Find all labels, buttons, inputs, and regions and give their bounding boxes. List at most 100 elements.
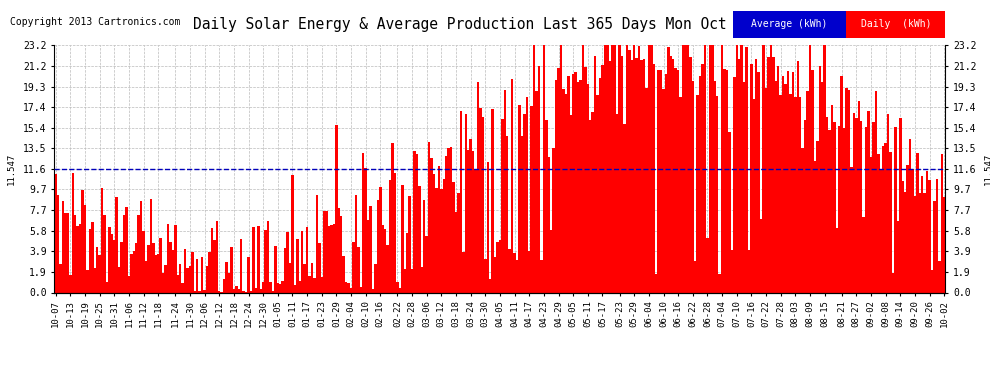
Bar [235, 286, 238, 292]
Bar [589, 120, 591, 292]
Bar [416, 154, 418, 292]
Bar [223, 279, 226, 292]
Bar [596, 94, 599, 292]
Bar [340, 216, 343, 292]
Bar [166, 224, 169, 292]
Bar [248, 257, 249, 292]
Bar [313, 278, 316, 292]
Bar [269, 282, 271, 292]
Bar [638, 46, 641, 292]
Bar [426, 236, 428, 292]
Bar [852, 113, 855, 292]
Bar [213, 240, 216, 292]
Bar [484, 260, 486, 292]
Bar [936, 179, 939, 292]
Bar [650, 42, 652, 292]
Bar [792, 72, 794, 292]
Bar [291, 175, 294, 292]
Bar [696, 95, 699, 292]
Bar [354, 195, 357, 292]
Bar [501, 119, 504, 292]
Bar [477, 82, 479, 292]
Bar [839, 126, 841, 292]
Bar [940, 154, 943, 292]
Bar [130, 254, 133, 292]
Bar [660, 70, 662, 292]
Bar [714, 81, 716, 292]
Bar [528, 251, 531, 292]
Bar [689, 57, 692, 292]
Bar [694, 261, 696, 292]
Bar [552, 148, 554, 292]
Bar [614, 42, 616, 292]
Bar [249, 291, 252, 292]
Bar [767, 57, 769, 292]
Bar [899, 118, 902, 292]
Bar [601, 65, 604, 292]
Bar [897, 221, 899, 292]
Bar [81, 190, 84, 292]
Bar [729, 132, 731, 292]
Bar [161, 273, 164, 292]
Bar [301, 231, 304, 292]
Bar [860, 122, 862, 292]
Bar [550, 230, 552, 292]
Bar [441, 189, 443, 292]
Bar [687, 44, 689, 292]
Bar [704, 42, 706, 292]
Bar [386, 245, 389, 292]
Bar [579, 80, 582, 292]
Bar [367, 220, 369, 292]
Bar [645, 88, 647, 292]
Bar [677, 70, 679, 292]
Bar [577, 82, 579, 292]
Bar [511, 79, 514, 292]
Bar [887, 114, 889, 292]
Bar [184, 249, 186, 292]
Bar [682, 42, 684, 292]
Bar [254, 288, 257, 292]
Bar [789, 94, 792, 292]
Bar [674, 68, 677, 292]
Bar [74, 215, 76, 292]
Bar [376, 200, 379, 292]
Bar [619, 42, 621, 292]
Bar [347, 284, 349, 292]
Text: 11.547: 11.547 [984, 153, 990, 186]
Bar [624, 124, 626, 292]
Bar [816, 141, 819, 292]
Bar [374, 264, 376, 292]
Bar [91, 222, 93, 292]
Bar [331, 225, 333, 292]
Bar [336, 125, 338, 292]
Bar [148, 244, 149, 292]
Bar [452, 182, 454, 292]
Bar [279, 284, 281, 292]
Bar [394, 173, 396, 292]
Bar [103, 214, 106, 292]
Bar [145, 261, 148, 292]
Bar [562, 89, 564, 292]
Bar [243, 291, 245, 292]
Bar [71, 173, 74, 292]
Bar [338, 209, 340, 292]
Bar [616, 114, 619, 292]
Bar [845, 88, 847, 292]
Bar [911, 169, 914, 292]
Bar [404, 269, 406, 292]
Bar [872, 122, 874, 292]
Bar [201, 257, 203, 292]
Bar [641, 60, 643, 292]
Bar [238, 289, 240, 292]
Bar [924, 193, 926, 292]
Bar [454, 212, 457, 292]
Bar [323, 211, 326, 292]
Bar [96, 248, 98, 292]
Bar [719, 274, 721, 292]
Bar [628, 50, 631, 292]
Bar [357, 247, 359, 292]
Bar [138, 216, 140, 292]
Bar [652, 64, 655, 292]
Bar [699, 76, 701, 292]
Bar [86, 270, 89, 292]
